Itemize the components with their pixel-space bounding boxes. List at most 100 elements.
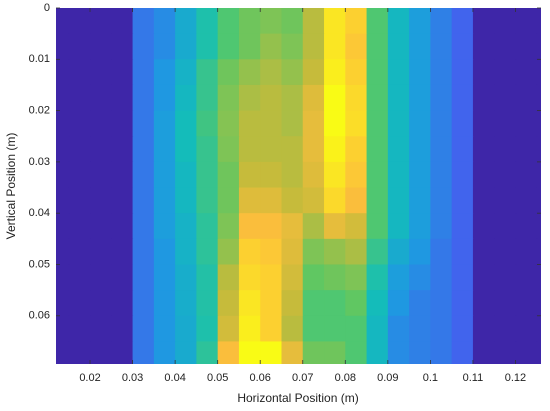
heatmap-cell [238, 213, 261, 240]
heatmap-cell [430, 213, 453, 240]
heatmap-cell [281, 136, 304, 163]
heatmap-cell [217, 8, 240, 35]
heatmap-cell [515, 213, 538, 240]
heatmap-cell [68, 341, 91, 364]
heatmap-cell [536, 238, 541, 266]
heatmap-cell [345, 187, 368, 214]
heatmap-cell [56, 110, 70, 137]
heatmap-cell [451, 84, 474, 112]
heatmap-cell [90, 84, 112, 112]
heatmap-cell [430, 264, 453, 291]
heatmap-cell [196, 59, 219, 86]
heatmap-cell [175, 84, 197, 112]
heatmap-cell [302, 264, 325, 291]
heatmap-cell [90, 33, 112, 60]
heatmap-cell [515, 315, 538, 343]
heatmap-cell [494, 136, 517, 163]
heatmap-cell [366, 161, 389, 189]
x-tick-label: 0.03 [122, 372, 143, 384]
heatmap-cell [472, 84, 495, 112]
heatmap-cell [260, 8, 283, 35]
heatmap-cell [387, 290, 410, 317]
heatmap-cell [238, 290, 261, 317]
heatmap-cell [515, 238, 538, 266]
heatmap-cell [90, 8, 112, 35]
heatmap-cell [153, 213, 176, 240]
heatmap-cell [217, 161, 240, 189]
heatmap-cell [430, 136, 453, 163]
heatmap-cell [345, 315, 368, 343]
heatmap-cell [409, 341, 431, 364]
heatmap-cell [324, 315, 346, 343]
heatmap-cell [345, 136, 368, 163]
heatmap-cell [430, 161, 453, 189]
heatmap-cell [111, 264, 134, 291]
heatmap-cell [409, 315, 431, 343]
heatmap-cell [409, 187, 431, 214]
heatmap-cell [451, 213, 474, 240]
heatmap-cell [536, 161, 541, 189]
heatmap-cell [238, 59, 261, 86]
heatmap-cell [175, 290, 197, 317]
heatmap-cell [451, 238, 474, 266]
heatmap-cell [90, 110, 112, 137]
y-tick-label: 0.05 [29, 258, 50, 270]
heatmap-cell [472, 238, 495, 266]
heatmap-cell [324, 161, 346, 189]
heatmap-cell [409, 161, 431, 189]
heatmap-cell [345, 59, 368, 86]
heatmap-cell [451, 8, 474, 35]
heatmap-cell [238, 341, 261, 364]
heatmap-cell [260, 238, 283, 266]
heatmap-cell [324, 187, 346, 214]
heatmap-cell [536, 136, 541, 163]
heatmap-cell [366, 136, 389, 163]
heatmap-cell [324, 84, 346, 112]
heatmap-cell [515, 341, 538, 364]
heatmap-cell [536, 264, 541, 291]
heatmap-cell [196, 290, 219, 317]
heatmap-cell [153, 84, 176, 112]
heatmap-cell [175, 136, 197, 163]
heatmap-cell [260, 341, 283, 364]
heatmap-cell [324, 341, 346, 364]
heatmap-cell [196, 8, 219, 35]
heatmap-cell [56, 238, 70, 266]
heatmap-cell [196, 315, 219, 343]
heatmap-cell [472, 33, 495, 60]
heatmap-cell [324, 136, 346, 163]
heatmap-cell [430, 59, 453, 86]
x-tick-label: 0.06 [249, 372, 270, 384]
heatmap-cell [196, 238, 219, 266]
heatmap-cell [345, 213, 368, 240]
heatmap-cell [366, 59, 389, 86]
heatmap-cell [472, 59, 495, 86]
heatmap-cell [217, 238, 240, 266]
heatmap-cell [366, 341, 389, 364]
heatmap-cell [451, 290, 474, 317]
heatmap-cell [430, 290, 453, 317]
heatmap-cell [409, 264, 431, 291]
heatmap-cell [175, 8, 197, 35]
heatmap-cell [324, 33, 346, 60]
x-tick-label: 0.05 [207, 372, 228, 384]
heatmap [56, 8, 541, 364]
x-tick-label: 0.08 [335, 372, 356, 384]
heatmap-cell [281, 290, 304, 317]
heatmap-cell [430, 315, 453, 343]
heatmap-cell [238, 110, 261, 137]
heatmap-cell [68, 136, 91, 163]
y-tick-label: 0.04 [29, 207, 50, 219]
heatmap-cell [387, 238, 410, 266]
x-axis-label: Horizontal Position (m) [237, 391, 358, 405]
heatmap-cell [472, 341, 495, 364]
heatmap-cell [536, 110, 541, 137]
heatmap-cell [409, 136, 431, 163]
heatmap-cell [387, 84, 410, 112]
heatmap-cell [324, 213, 346, 240]
heatmap-cell [153, 59, 176, 86]
heatmap-cell [494, 33, 517, 60]
heatmap-cell [68, 238, 91, 266]
heatmap-cell [536, 315, 541, 343]
heatmap-cell [494, 59, 517, 86]
